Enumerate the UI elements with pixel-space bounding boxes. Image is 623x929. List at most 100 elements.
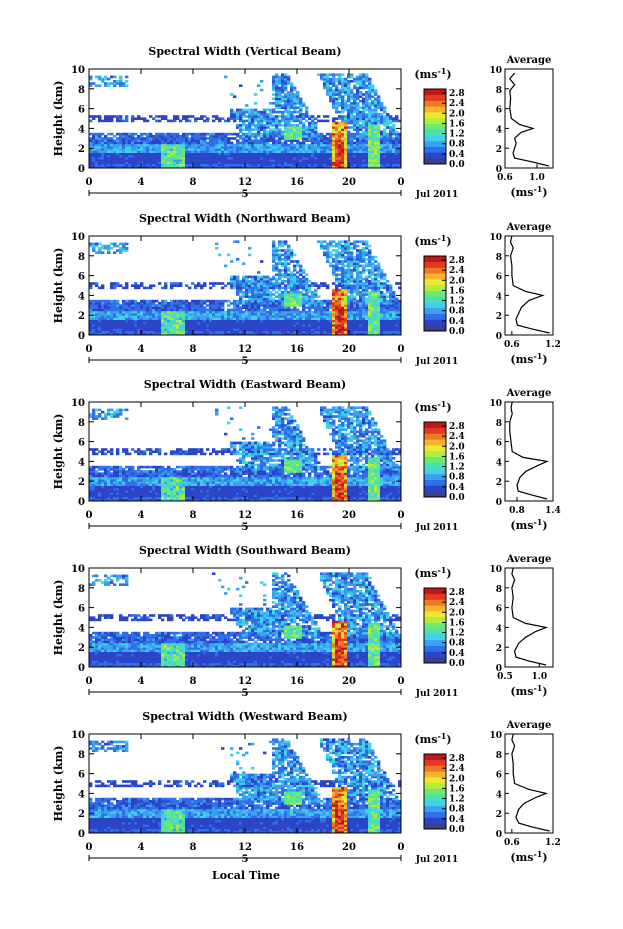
heatmap-cell — [191, 319, 195, 323]
heatmap-cell — [257, 126, 261, 129]
heatmap-cell — [155, 306, 159, 309]
heatmap-cell — [347, 253, 351, 257]
heatmap-cell — [290, 86, 294, 90]
heatmap-cell — [362, 146, 366, 149]
heatmap-cell — [104, 150, 108, 153]
heatmap-cell — [311, 284, 315, 287]
heatmap-cell — [194, 328, 198, 331]
heatmap-cell — [368, 328, 372, 331]
heatmap-cell — [248, 139, 252, 142]
heatmap-cell — [140, 310, 144, 314]
heatmap-cell — [230, 117, 234, 120]
heatmap-cell — [137, 146, 141, 149]
heatmap-cell — [395, 117, 399, 120]
heatmap-cell — [260, 291, 264, 294]
heatmap-cell — [344, 165, 348, 168]
heatmap-cell — [377, 319, 381, 323]
heatmap-cell — [167, 154, 171, 158]
heatmap-cell — [296, 159, 300, 162]
heatmap-cell — [335, 124, 339, 127]
heatmap-cell — [371, 150, 375, 153]
heatmap-cell — [110, 137, 114, 140]
heatmap-cell — [263, 317, 267, 320]
heatmap-cell — [188, 330, 192, 334]
heatmap-cell — [281, 132, 285, 136]
heatmap-cell — [377, 154, 381, 158]
heatmap-cell — [356, 141, 360, 145]
heatmap-cell — [275, 262, 279, 265]
heatmap-cell — [275, 159, 279, 162]
heatmap-cell — [164, 332, 168, 335]
heatmap-cell — [209, 321, 213, 325]
heatmap-cell — [272, 75, 276, 79]
heatmap-cell — [287, 108, 291, 112]
heatmap-cell — [341, 284, 345, 287]
heatmap-cell — [197, 148, 201, 151]
heatmap-cell — [296, 126, 300, 129]
heatmap-cell — [281, 119, 285, 123]
heatmap-cell — [308, 304, 312, 307]
heatmap-cell — [146, 163, 150, 167]
heatmap-cell — [266, 108, 270, 112]
x-tick-label: 0 — [86, 177, 93, 188]
heatmap-cell — [365, 321, 369, 325]
heatmap-cell — [278, 295, 282, 298]
heatmap-cell — [164, 148, 168, 151]
heatmap-cell — [260, 121, 264, 125]
heatmap-cell — [305, 130, 309, 134]
heatmap-cell — [113, 321, 117, 325]
heatmap-cell — [329, 324, 333, 327]
heatmap-cell — [281, 124, 285, 127]
heatmap-cell — [149, 313, 153, 316]
heatmap-cell — [284, 93, 288, 96]
heatmap-cell — [257, 328, 261, 331]
heatmap-cell — [338, 282, 342, 285]
heatmap-cell — [290, 319, 294, 323]
heatmap-cell — [149, 139, 153, 142]
heatmap-cell — [92, 152, 96, 156]
heatmap-cell — [284, 273, 288, 276]
heatmap-cell — [230, 165, 234, 168]
heatmap-cell — [257, 297, 261, 301]
heatmap-cell — [278, 152, 282, 156]
heatmap-cell — [128, 306, 132, 309]
heatmap-cell — [113, 150, 117, 153]
heatmap-cell — [152, 319, 156, 323]
heatmap-cell — [371, 104, 375, 107]
heatmap-cell — [272, 286, 276, 290]
heatmap-cell — [137, 321, 141, 325]
heatmap-cell — [158, 310, 162, 314]
heatmap-cell — [371, 299, 375, 303]
heatmap-cell — [185, 308, 189, 312]
heatmap-cell — [233, 159, 237, 162]
heatmap-cell — [140, 321, 144, 325]
heatmap-cell — [332, 154, 336, 158]
heatmap-cell — [254, 295, 258, 298]
heatmap-cell — [254, 124, 258, 127]
heatmap-cell — [302, 139, 306, 142]
heatmap-cell — [317, 163, 321, 167]
heatmap-cell — [251, 308, 255, 312]
heatmap-cell — [353, 321, 357, 325]
heatmap-cell — [209, 302, 213, 305]
heatmap-cell — [326, 148, 330, 151]
heatmap-cell — [140, 299, 144, 303]
heatmap-cell — [257, 295, 261, 298]
heatmap-cell — [365, 137, 369, 140]
heatmap-cell — [212, 115, 216, 118]
heatmap-cell — [107, 82, 111, 85]
heatmap-cell — [185, 132, 189, 136]
heatmap-cell — [341, 297, 345, 301]
heatmap-cell — [227, 152, 231, 156]
heatmap-cell — [278, 115, 282, 118]
heatmap-cell — [257, 321, 261, 325]
heatmap-cell — [221, 135, 225, 138]
heatmap-cell — [170, 321, 174, 325]
heatmap-cell — [362, 288, 366, 292]
heatmap-cell — [281, 328, 285, 331]
heatmap-cell — [341, 310, 345, 314]
average-y-tick-label: 4 — [496, 125, 502, 135]
heatmap-cell — [278, 315, 282, 318]
heatmap-cell — [275, 106, 279, 109]
heatmap-cell — [152, 328, 156, 331]
